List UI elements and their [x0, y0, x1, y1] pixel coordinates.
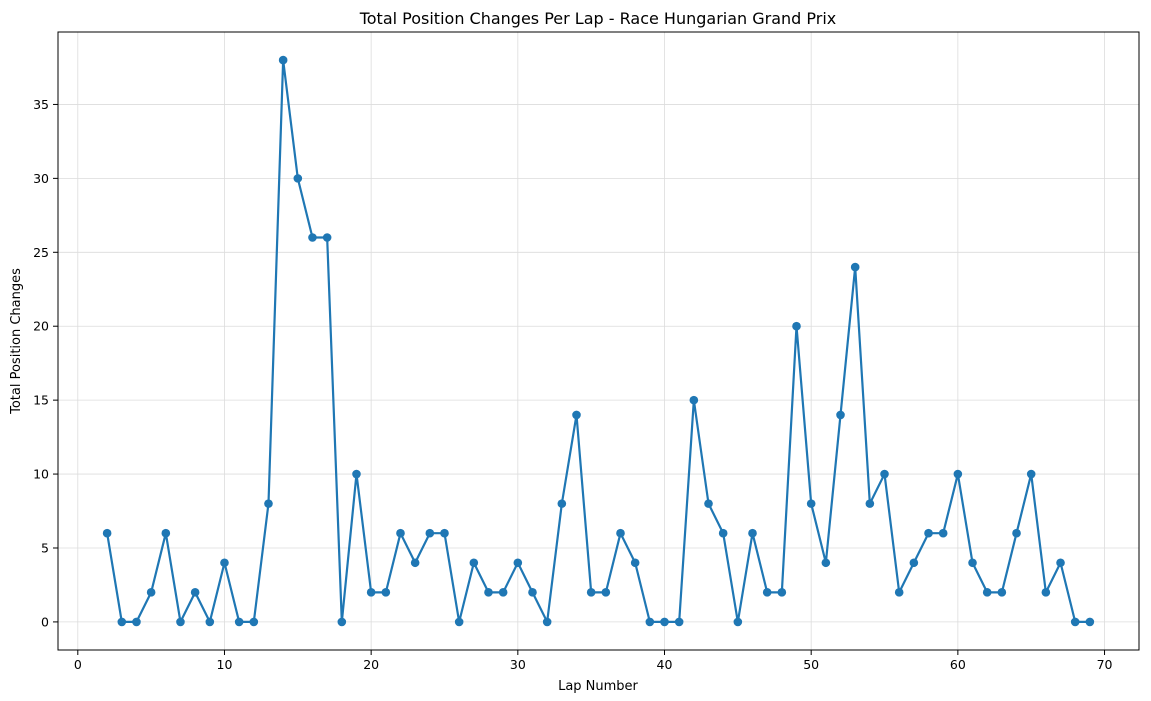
data-point — [381, 588, 391, 597]
data-point — [161, 528, 171, 538]
x-tick-label: 60 — [950, 657, 966, 672]
data-point — [616, 528, 625, 538]
series-line — [106, 58, 1091, 624]
data-point — [806, 499, 816, 508]
data-point — [454, 617, 464, 627]
data-point — [308, 233, 317, 242]
y-tick-label: 10 — [33, 467, 49, 482]
data-point — [425, 528, 435, 538]
y-tick-label: 25 — [33, 245, 49, 260]
data-point — [132, 617, 141, 627]
data-point — [909, 558, 919, 568]
data-point — [938, 528, 948, 538]
y-tick-label: 0 — [41, 614, 49, 629]
data-point — [293, 174, 303, 183]
data-point — [865, 499, 875, 508]
x-tick-label: 40 — [657, 657, 673, 672]
data-point — [953, 469, 963, 479]
data-point — [498, 588, 508, 597]
data-point — [278, 55, 288, 65]
data-point — [777, 588, 787, 597]
data-point — [557, 499, 567, 508]
data-point — [821, 558, 831, 568]
data-point — [674, 617, 684, 627]
data-point — [322, 233, 332, 242]
data-point — [337, 617, 347, 627]
data-point — [1070, 617, 1080, 627]
data-point — [146, 588, 156, 597]
data-point — [249, 617, 259, 627]
y-axis-label: Total Position Changes — [9, 268, 24, 415]
data-point — [982, 588, 992, 597]
x-tick-label: 0 — [74, 657, 82, 672]
data-point — [718, 528, 728, 538]
data-point — [410, 558, 420, 568]
data-point — [513, 558, 523, 568]
data-point — [762, 588, 772, 597]
data-point — [630, 558, 640, 568]
chart-title: Total Position Changes Per Lap - Race Hu… — [359, 9, 837, 28]
data-series — [102, 55, 1095, 627]
data-point — [850, 262, 860, 272]
data-point — [220, 558, 229, 568]
data-point — [528, 588, 537, 597]
data-point — [704, 499, 713, 508]
data-point — [396, 528, 405, 538]
plot-area-frame — [57, 31, 1140, 651]
y-tick-label: 20 — [33, 319, 49, 334]
axis-ticks: 0 10 20 30 40 50 60 70 0 5 10 15 20 25 30 35 — [33, 97, 1112, 672]
data-point — [997, 588, 1007, 597]
data-point — [117, 617, 127, 627]
data-point — [733, 617, 743, 627]
data-point — [1085, 617, 1095, 627]
data-point — [1012, 528, 1021, 538]
data-point — [645, 617, 655, 627]
data-point — [894, 588, 904, 597]
data-point — [264, 499, 273, 508]
grid-lines — [58, 32, 1139, 650]
y-tick-label: 15 — [33, 393, 49, 408]
data-point — [1041, 588, 1051, 597]
data-point — [102, 528, 112, 538]
y-tick-label: 35 — [33, 97, 49, 112]
y-tick-label: 30 — [33, 171, 49, 186]
data-point — [748, 528, 757, 538]
x-axis-label: Lap Number — [558, 679, 638, 694]
data-point — [469, 558, 479, 568]
x-tick-label: 50 — [803, 657, 819, 672]
data-point — [601, 588, 611, 597]
data-point — [689, 395, 699, 405]
data-point — [836, 410, 845, 420]
data-point — [234, 617, 244, 627]
data-point — [205, 617, 215, 627]
data-point — [352, 469, 361, 479]
data-point — [1026, 469, 1036, 479]
data-point — [542, 617, 552, 627]
data-point — [440, 528, 449, 538]
data-point — [586, 588, 596, 597]
data-point — [572, 410, 581, 420]
x-tick-label: 70 — [1097, 657, 1113, 672]
x-tick-label: 30 — [510, 657, 526, 672]
x-tick-label: 10 — [217, 657, 233, 672]
data-point — [366, 588, 376, 597]
data-point — [484, 588, 493, 597]
data-point — [190, 588, 200, 597]
x-tick-label: 20 — [363, 657, 379, 672]
data-point — [660, 617, 669, 627]
data-point — [968, 558, 977, 568]
data-point — [792, 321, 801, 331]
data-point — [1056, 558, 1065, 568]
data-point — [880, 469, 889, 479]
data-point — [924, 528, 933, 538]
y-tick-label: 5 — [41, 540, 49, 555]
data-point — [176, 617, 185, 627]
